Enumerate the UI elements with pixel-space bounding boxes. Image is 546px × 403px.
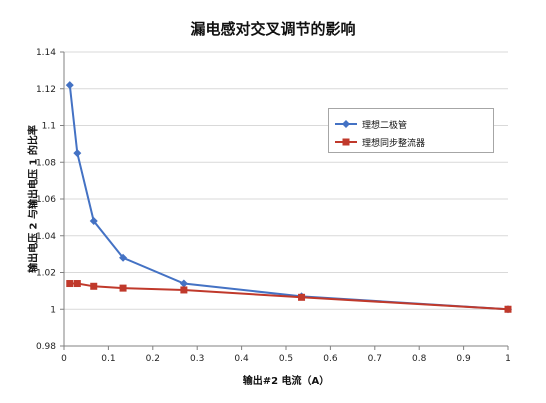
x-tick-label: 0.6 xyxy=(323,354,338,364)
data-point-1 xyxy=(504,305,512,313)
series-line-1 xyxy=(69,282,509,311)
y-tick-label: 0.98 xyxy=(36,342,56,352)
data-point-0 xyxy=(89,217,98,226)
y-tick-label: 1 xyxy=(50,305,56,315)
data-point-0 xyxy=(65,81,74,90)
x-tick-label: 0.7 xyxy=(368,354,382,364)
x-tick-label: 0.3 xyxy=(190,354,204,364)
data-point-1 xyxy=(180,286,188,294)
y-tick-label: 1.14 xyxy=(36,48,56,58)
legend-item-diode: 理想二极管 xyxy=(335,117,407,131)
data-point-0 xyxy=(179,279,188,288)
legend-diode-swatch xyxy=(335,120,357,128)
y-tick-label: 1.12 xyxy=(36,85,56,95)
data-point-1 xyxy=(298,293,306,301)
legend-item-sync: 理想同步整流器 xyxy=(335,135,425,149)
y-tick-label: 1.1 xyxy=(42,122,56,132)
x-tick-label: 0.2 xyxy=(146,354,160,364)
x-tick-label: 1 xyxy=(505,354,511,364)
x-tick-label: 0.5 xyxy=(279,354,293,364)
y-tick-label: 1.06 xyxy=(36,195,56,205)
data-point-0 xyxy=(119,253,128,262)
data-point-1 xyxy=(73,280,81,288)
data-point-1 xyxy=(66,280,74,288)
x-tick-label: 0.1 xyxy=(101,354,115,364)
data-point-0 xyxy=(73,149,82,158)
x-tick-label: 0.4 xyxy=(234,354,249,364)
legend-sync-swatch xyxy=(335,138,357,146)
x-tick-label: 0.9 xyxy=(456,354,471,364)
chart-title: 漏电感对交叉调节的影响 xyxy=(190,20,356,38)
legend-diode-label: 理想二极管 xyxy=(362,120,408,131)
y-tick-label: 1.08 xyxy=(36,158,56,168)
x-axis-label: 输出#2 电流（A） xyxy=(242,376,330,387)
legend-sync-label: 理想同步整流器 xyxy=(362,138,426,149)
legend: 理想二极管 理想同步整流器 xyxy=(328,108,494,153)
data-point-1 xyxy=(119,284,127,292)
data-point-1 xyxy=(90,282,98,290)
x-tick-label: 0 xyxy=(61,354,67,364)
x-tick-label: 0.8 xyxy=(412,354,427,364)
y-tick-label: 1.02 xyxy=(36,269,56,279)
y-axis-label: 输出电压 2 与输出电压 1 的比率 xyxy=(28,125,40,273)
y-tick-label: 1.04 xyxy=(36,232,56,242)
